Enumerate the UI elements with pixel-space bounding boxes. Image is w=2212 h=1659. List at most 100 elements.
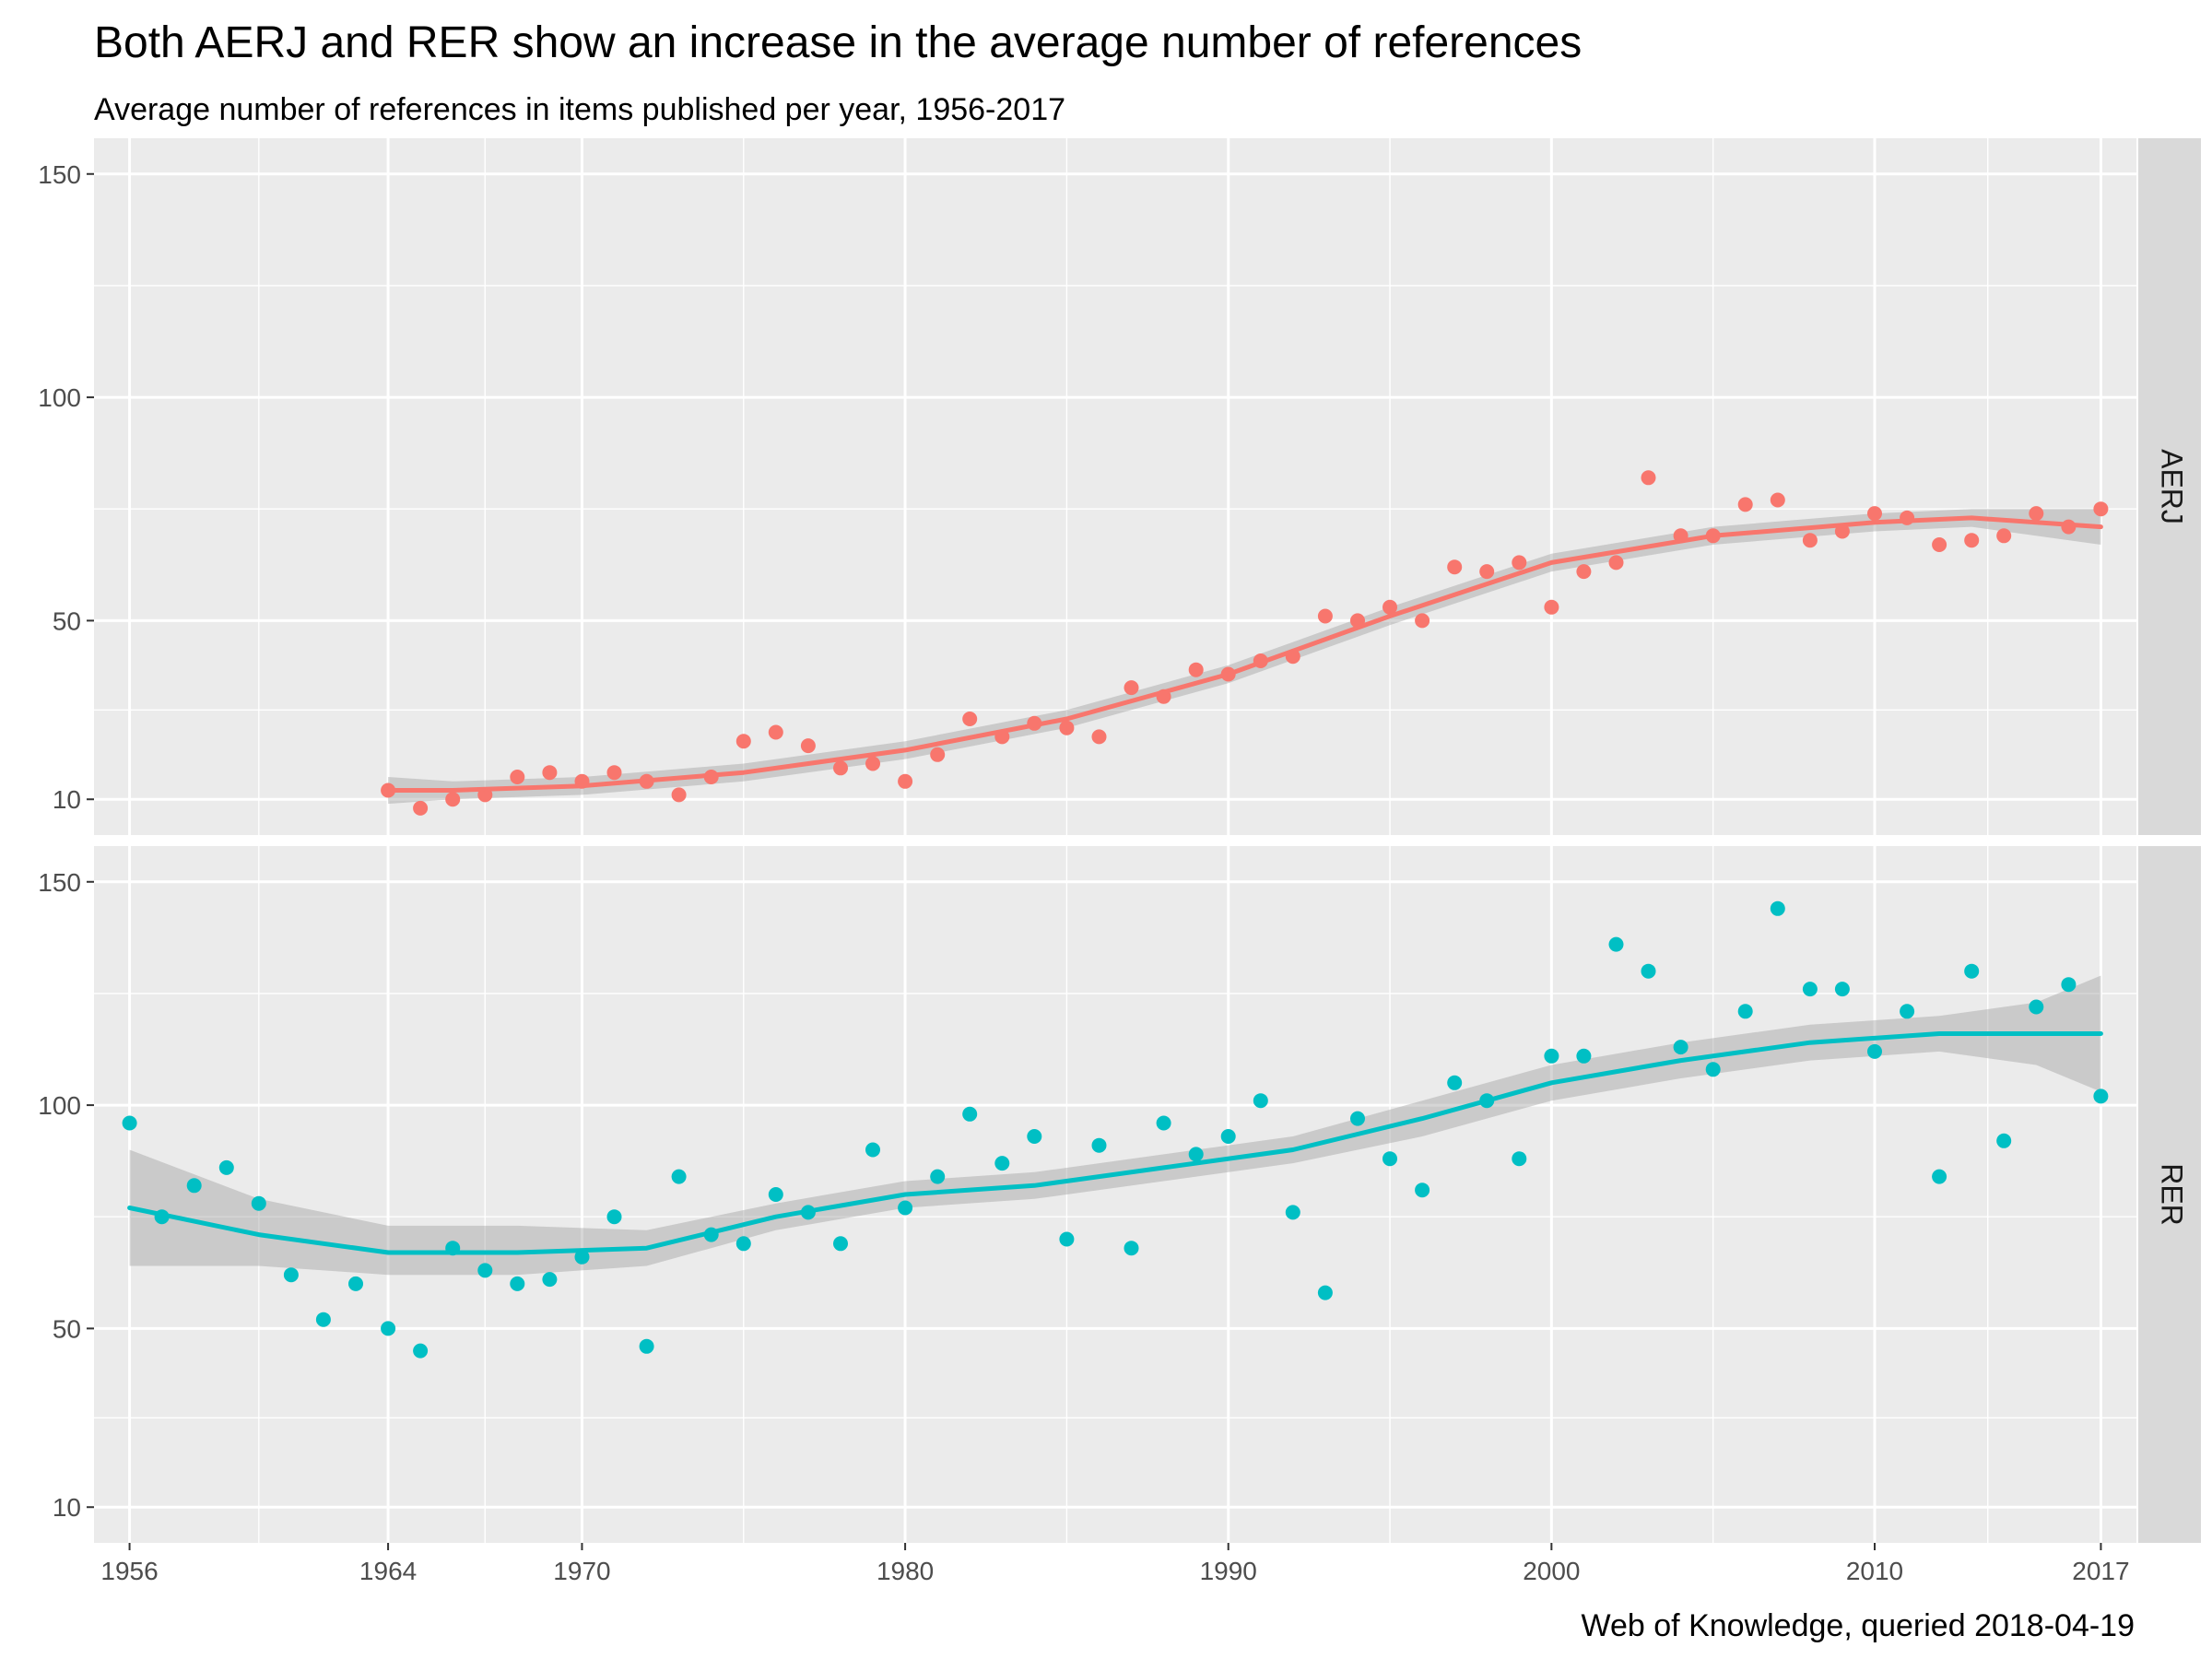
data-point: [1220, 1129, 1236, 1144]
data-point: [768, 724, 783, 740]
data-point: [1285, 1205, 1300, 1220]
data-point: [186, 1178, 202, 1194]
data-point: [1447, 559, 1463, 575]
data-point: [1576, 564, 1592, 580]
data-point: [833, 1236, 848, 1252]
data-point: [1834, 982, 1850, 997]
data-point: [1996, 1133, 2012, 1148]
data-point: [445, 792, 461, 807]
data-point: [2029, 506, 2044, 522]
data-point: [1415, 613, 1430, 629]
data-point: [671, 787, 687, 803]
data-point: [413, 800, 429, 816]
data-point: [1576, 1048, 1592, 1064]
data-point: [1964, 963, 1980, 979]
y-tick-label: 150: [38, 868, 81, 897]
x-tick-label: 1956: [100, 1557, 158, 1585]
chart-title: Both AERJ and RER show an increase in th…: [94, 18, 1582, 67]
data-point: [218, 1159, 234, 1175]
data-point: [2061, 977, 2077, 993]
y-tick-label: 50: [53, 1314, 81, 1343]
data-point: [1059, 1231, 1075, 1247]
data-point: [1156, 1115, 1171, 1131]
data-point: [606, 1209, 622, 1225]
data-point: [1027, 1129, 1042, 1144]
data-point: [930, 747, 946, 762]
data-point: [1544, 1048, 1559, 1064]
data-point: [1900, 1004, 1915, 1019]
x-tick-label: 1964: [359, 1557, 417, 1585]
data-point: [898, 1200, 913, 1216]
data-point: [1867, 1043, 1882, 1059]
data-point: [1091, 729, 1107, 745]
data-point: [735, 1236, 751, 1252]
data-point: [251, 1195, 266, 1211]
chart-caption: Web of Knowledge, queried 2018-04-19: [1582, 1608, 2135, 1643]
data-point: [1350, 1111, 1365, 1126]
data-point: [1091, 1137, 1107, 1153]
data-point: [2093, 1088, 2109, 1104]
data-point: [283, 1267, 299, 1283]
data-point: [865, 756, 880, 771]
data-point: [865, 1142, 880, 1158]
data-point: [1964, 533, 1980, 548]
data-point: [1512, 1151, 1527, 1167]
chart-panels: 10 50 100 150 AERJ 10 50 100 150 RER: [38, 138, 2201, 1543]
data-point: [1124, 680, 1139, 696]
data-point: [1447, 1075, 1463, 1090]
data-point: [639, 1338, 654, 1354]
data-point: [1737, 497, 1753, 512]
data-point: [1770, 492, 1785, 508]
data-point: [994, 1156, 1010, 1171]
data-point: [768, 1187, 783, 1202]
data-point: [1932, 1169, 1947, 1184]
facet-strip: [2138, 138, 2201, 835]
data-point: [477, 1263, 493, 1278]
facet-strip-label: RER: [2156, 1163, 2189, 1226]
y-tick-label: 100: [38, 1091, 81, 1120]
data-point: [1317, 608, 1333, 624]
data-point: [1124, 1241, 1139, 1256]
x-tick-label: 2017: [2072, 1557, 2129, 1585]
data-point: [1641, 470, 1656, 486]
y-tick-label: 10: [53, 785, 81, 814]
data-point: [1867, 506, 1882, 522]
data-point: [1188, 1147, 1204, 1162]
data-point: [606, 765, 622, 781]
y-tick-label: 150: [38, 160, 81, 189]
x-tick-label: 2000: [1523, 1557, 1580, 1585]
data-point: [542, 1272, 558, 1288]
data-point: [1641, 963, 1656, 979]
facet-panel-aerj: 10 50 100 150 AERJ: [38, 138, 2201, 835]
x-tick-label: 1970: [553, 1557, 610, 1585]
y-tick-label: 50: [53, 606, 81, 635]
data-point: [510, 1276, 525, 1291]
data-point: [1382, 1151, 1397, 1167]
data-point: [1673, 1040, 1688, 1055]
data-point: [1996, 528, 2012, 544]
data-point: [671, 1169, 687, 1184]
facet-panel-rer: 10 50 100 150 RER: [38, 846, 2201, 1543]
data-point: [2093, 501, 2109, 517]
smooth-line: [385, 515, 2103, 793]
chart-subtitle: Average number of references in items pu…: [94, 92, 1065, 127]
data-point: [574, 1249, 590, 1265]
data-point: [122, 1115, 137, 1131]
data-point: [1415, 1182, 1430, 1198]
data-point: [735, 734, 751, 749]
data-point: [381, 1321, 396, 1336]
data-point: [2029, 999, 2044, 1015]
data-point: [1059, 720, 1075, 735]
y-tick-label: 10: [53, 1493, 81, 1522]
data-point: [1802, 533, 1818, 548]
panel-background: [94, 138, 2136, 835]
data-point: [1544, 599, 1559, 615]
data-point: [1705, 1062, 1721, 1077]
data-point: [348, 1276, 363, 1291]
x-tick-label: 1990: [1200, 1557, 1257, 1585]
data-point: [962, 712, 978, 726]
data-point: [315, 1312, 331, 1327]
panel-background: [94, 846, 2136, 1543]
data-point: [962, 1106, 978, 1122]
